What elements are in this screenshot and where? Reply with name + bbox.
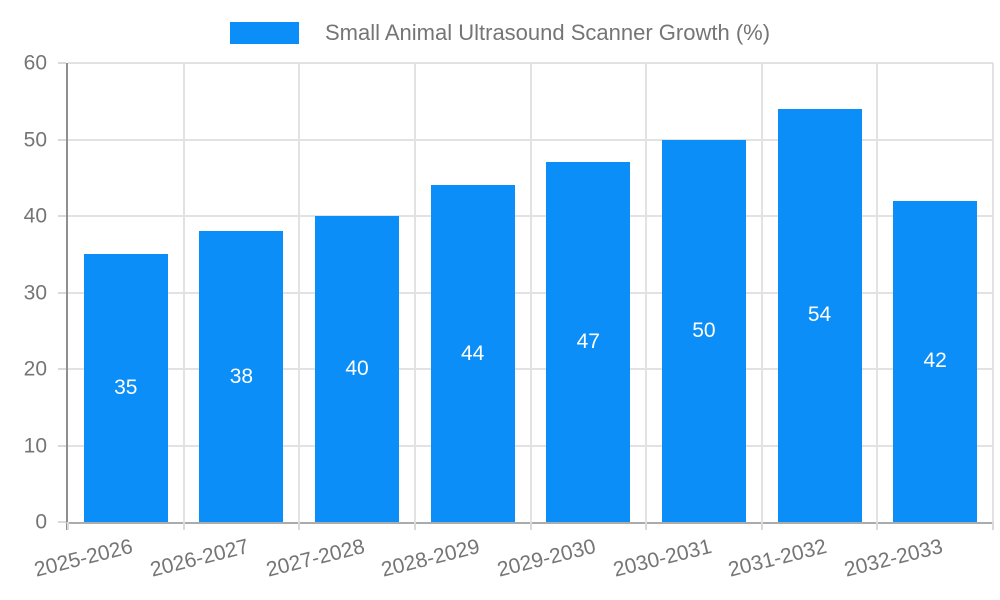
x-axis-tick-label: 2032-2033 — [841, 535, 945, 582]
bar-2032-2033 — [893, 200, 978, 522]
x-axis-tick-label: 2027-2028 — [263, 535, 367, 582]
gridline-vertical — [298, 63, 301, 522]
bar-value-label: 47 — [576, 330, 600, 354]
gridline-vertical — [645, 63, 648, 522]
gridline-vertical — [529, 63, 532, 522]
y-axis-tick-label: 60 — [23, 51, 47, 75]
x-axis-tick — [298, 522, 301, 530]
gridline-vertical — [876, 63, 879, 522]
bar-value-label: 40 — [345, 357, 369, 380]
x-axis-tick — [876, 522, 879, 530]
x-axis-tick-label: 2031-2032 — [726, 535, 830, 582]
gridline-vertical — [413, 63, 416, 522]
x-axis-tick-label: 2030-2031 — [610, 535, 714, 582]
x-axis-tick — [413, 522, 416, 530]
y-axis-tick — [58, 291, 66, 294]
bar-value-label: 44 — [461, 341, 485, 365]
y-axis-tick-label: 10 — [23, 434, 47, 457]
x-axis-tick-label: 2028-2029 — [379, 535, 483, 582]
bar-value-label: 35 — [114, 376, 138, 400]
bar-2025-2026 — [83, 254, 168, 522]
y-axis-tick — [58, 368, 66, 370]
x-axis-tick — [529, 522, 532, 530]
bar-2029-2030 — [546, 162, 631, 522]
x-axis-tick — [67, 522, 69, 530]
x-axis-tick — [182, 522, 185, 530]
y-axis-tick — [58, 521, 66, 523]
x-axis-tick — [760, 522, 763, 530]
y-axis-tick — [58, 62, 66, 64]
bar-value-label: 50 — [692, 318, 716, 342]
gridline-vertical — [992, 63, 994, 522]
legend-label: Small Animal Ultrasound Scanner Growth (… — [324, 20, 771, 45]
bar-2031-2032 — [777, 108, 862, 522]
bar-2030-2031 — [661, 139, 746, 522]
gridline-vertical — [182, 63, 185, 522]
x-axis-tick-label: 2029-2030 — [494, 535, 598, 582]
y-axis-tick-label: 20 — [23, 357, 47, 381]
chart-legend: Small Animal Ultrasound Scanner Growth (… — [0, 20, 1000, 46]
bar-2026-2027 — [199, 231, 284, 522]
y-axis-line — [66, 63, 68, 530]
y-axis-tick-label: 40 — [23, 204, 47, 228]
y-axis-tick — [58, 138, 66, 141]
y-axis-tick-label: 30 — [23, 281, 47, 304]
gridline-vertical — [760, 63, 763, 522]
x-axis-tick-label: 2026-2027 — [147, 535, 252, 582]
plot-area: 0 10 20 30 40 50 60 35 2025-2026 38 2026-2027 40 202… — [24, 53, 994, 582]
bar-2027-2028 — [315, 216, 400, 522]
bar-value-label: 54 — [807, 303, 832, 327]
legend-item[interactable]: Small Animal Ultrasound Scanner Growth (… — [229, 20, 771, 46]
x-axis-tick — [992, 522, 994, 530]
legend-swatch-icon — [229, 22, 299, 44]
y-axis-tick-label: 0 — [35, 510, 47, 534]
y-axis-tick-label: 50 — [23, 128, 47, 151]
x-axis-tick — [645, 522, 648, 530]
x-axis-tick-label: 2025-2026 — [32, 535, 136, 582]
y-axis-tick — [58, 215, 66, 217]
bar-value-label: 42 — [923, 349, 947, 373]
bar-2028-2029 — [430, 185, 515, 522]
bar-value-label: 38 — [229, 364, 254, 388]
y-axis-tick — [58, 444, 66, 447]
